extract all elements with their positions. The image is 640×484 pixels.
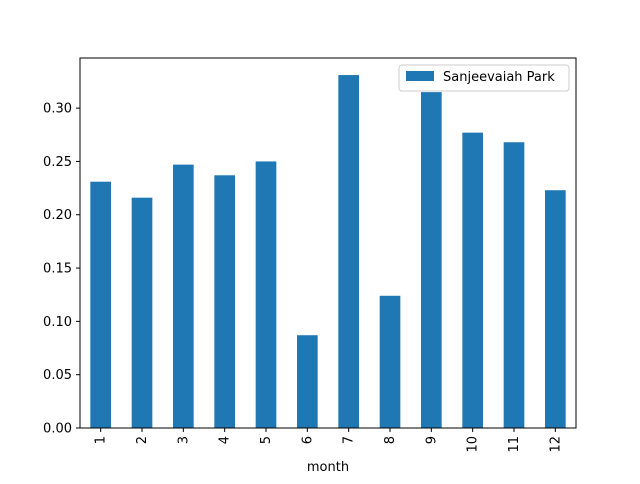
- y-tick-label: 0.15: [43, 262, 72, 277]
- bar-month-1: [90, 181, 111, 428]
- x-tick-label: 3: [176, 436, 191, 444]
- plot-frame: [79, 57, 577, 429]
- y-tick-label: 0.25: [43, 155, 72, 170]
- y-tick-label: 0.20: [43, 208, 72, 223]
- bar-month-4: [214, 175, 235, 428]
- x-tick-label: 12: [548, 436, 563, 453]
- legend-label: Sanjeevaiah Park: [443, 70, 555, 85]
- x-tick-label: 9: [424, 436, 439, 444]
- bar-month-8: [379, 295, 401, 428]
- x-tick-label: 8: [383, 436, 398, 444]
- legend-swatch: [406, 71, 434, 81]
- x-tick-label: 4: [218, 436, 233, 444]
- legend: Sanjeevaiah Park: [398, 64, 570, 92]
- x-tick-label: 7: [342, 436, 357, 444]
- x-axis: 1 2 3 4 5 6 7 8 9 10 11 12: [94, 428, 563, 453]
- y-tick-label: 0.30: [43, 102, 72, 117]
- y-axis: 0.00 0.05 0.10 0.15 0.20 0.25 0.30: [43, 102, 80, 437]
- bar-month-11: [503, 142, 525, 429]
- x-tick-label: 6: [300, 436, 315, 444]
- x-tick-label: 11: [507, 436, 522, 453]
- bar-month-9: [421, 92, 442, 429]
- x-axis-label: month: [307, 460, 349, 475]
- bar-month-2: [131, 197, 153, 428]
- x-tick-label: 5: [259, 436, 274, 444]
- bar-month-12: [545, 190, 566, 428]
- y-tick-label: 0.00: [43, 422, 72, 437]
- y-tick-label: 0.10: [43, 315, 72, 330]
- bar-month-5: [255, 161, 277, 428]
- bar-month-6: [297, 335, 318, 428]
- bar-month-10: [462, 132, 483, 428]
- bar-month-3: [173, 164, 194, 428]
- y-tick-label: 0.05: [43, 368, 72, 383]
- x-tick-label: 1: [94, 436, 109, 444]
- legend-frame: [398, 64, 570, 92]
- x-tick-label: 10: [466, 436, 481, 453]
- x-tick-label: 2: [135, 436, 150, 444]
- bar-month-7: [338, 75, 359, 428]
- bars-layer: [90, 75, 566, 429]
